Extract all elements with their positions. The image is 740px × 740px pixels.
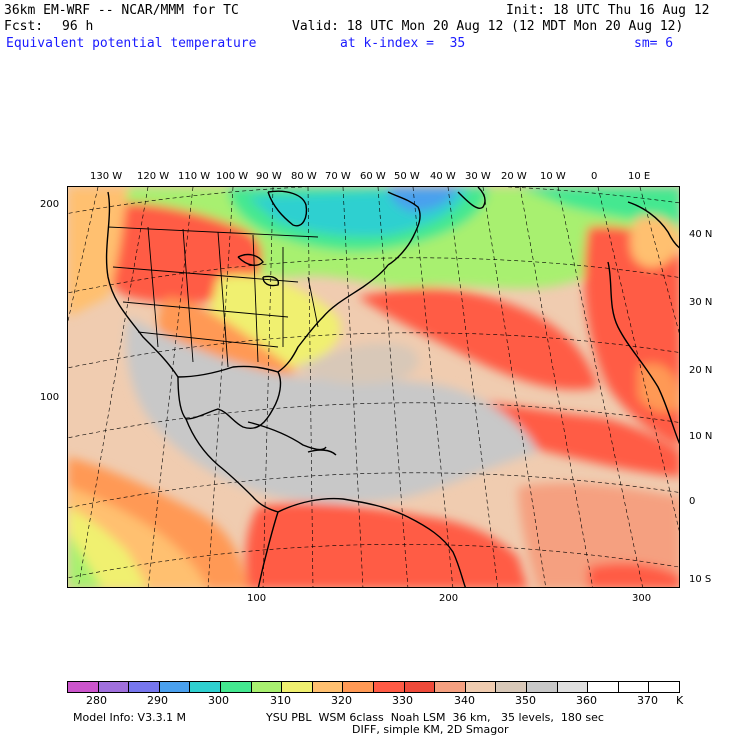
legend-tick-330: 330 xyxy=(392,694,413,707)
legend-swatch-1 xyxy=(98,682,130,692)
coastlines xyxy=(105,187,679,587)
legend-tick-350: 350 xyxy=(515,694,536,707)
legend-tick-280: 280 xyxy=(86,694,107,707)
legend-tick-340: 340 xyxy=(454,694,475,707)
lon-label-9: 40 W xyxy=(430,171,456,182)
grid-x-label-100: 100 xyxy=(247,593,267,604)
lat-label-eq: 0 xyxy=(689,496,696,507)
lon-label-11: 20 W xyxy=(501,171,527,182)
physics-info: YSU PBL WSM 6class Noah LSM 36 km, 35 le… xyxy=(266,711,604,724)
forecast-label: Fcst: xyxy=(4,19,44,34)
lon-label-3: 100 W xyxy=(216,171,249,182)
legend-swatch-4 xyxy=(190,682,221,692)
grid-y-label-200: 200 xyxy=(40,199,60,210)
legend-tick-320: 320 xyxy=(331,694,352,707)
lon-label-13: 0 xyxy=(591,171,598,182)
legend-swatch-17 xyxy=(588,682,619,692)
legend-swatch-15 xyxy=(526,682,558,692)
init-time: Init: 18 UTC Thu 16 Aug 12 xyxy=(506,3,710,18)
lon-label-1: 120 W xyxy=(137,171,170,182)
lat-label-30n: 30 N xyxy=(689,297,713,308)
lon-label-8: 50 W xyxy=(394,171,420,182)
valid-time: Valid: 18 UTC Mon 20 Aug 12 (12 MDT Mon … xyxy=(292,19,684,34)
lon-label-14: 10 E xyxy=(628,171,651,182)
field-name: Equivalent potential temperature xyxy=(6,36,257,51)
legend-swatch-16 xyxy=(557,682,589,692)
grid-x-label-200: 200 xyxy=(439,593,459,604)
smoothing-info: sm= 6 xyxy=(634,36,674,51)
legend-swatch-3 xyxy=(159,682,191,692)
legend-swatch-2 xyxy=(129,682,160,692)
lat-label-10s: 10 S xyxy=(689,574,712,585)
lat-label-20n: 20 N xyxy=(689,365,713,376)
graticule xyxy=(68,187,679,587)
color-scale-legend xyxy=(67,681,680,693)
legend-swatch-7 xyxy=(282,682,313,692)
grid-y-label-100: 100 xyxy=(40,392,60,403)
legend-tick-290: 290 xyxy=(147,694,168,707)
lon-label-2: 110 W xyxy=(178,171,211,182)
lat-label-40n: 40 N xyxy=(689,229,713,240)
legend-swatch-12 xyxy=(435,682,466,692)
lon-label-6: 70 W xyxy=(325,171,351,182)
legend-tick-370: 370 xyxy=(637,694,658,707)
lon-label-12: 10 W xyxy=(540,171,566,182)
diffusion-info: DIFF, simple KM, 2D Smagor xyxy=(352,723,509,736)
level-info: at k-index = 35 xyxy=(340,36,466,51)
lon-label-10: 30 W xyxy=(465,171,491,182)
model-info: Model Info: V3.3.1 M xyxy=(73,711,187,724)
map-canvas xyxy=(68,187,679,587)
legend-swatch-6 xyxy=(251,682,283,692)
forecast-hour: 96 h xyxy=(62,19,94,34)
legend-swatch-11 xyxy=(404,682,436,692)
lon-label-4: 90 W xyxy=(256,171,282,182)
lon-label-5: 80 W xyxy=(291,171,317,182)
legend-tick-360: 360 xyxy=(576,694,597,707)
legend-swatch-8 xyxy=(312,682,344,692)
model-title: 36km EM-WRF -- NCAR/MMM for TC xyxy=(4,3,239,18)
lon-label-0: 130 W xyxy=(90,171,123,182)
legend-swatch-14 xyxy=(496,682,527,692)
theta-e-map xyxy=(67,186,680,588)
legend-swatch-0 xyxy=(68,682,99,692)
political-boundaries xyxy=(107,226,319,368)
legend-swatch-5 xyxy=(220,682,252,692)
legend-tick-300: 300 xyxy=(208,694,229,707)
legend-swatch-18 xyxy=(618,682,650,692)
legend-swatch-19 xyxy=(649,682,679,692)
lat-label-10n: 10 N xyxy=(689,431,713,442)
legend-swatch-13 xyxy=(465,682,497,692)
legend-units: K xyxy=(676,694,684,707)
legend-tick-310: 310 xyxy=(270,694,291,707)
lon-label-7: 60 W xyxy=(360,171,386,182)
legend-swatch-10 xyxy=(373,682,405,692)
grid-x-label-300: 300 xyxy=(632,593,652,604)
legend-swatch-9 xyxy=(343,682,374,692)
